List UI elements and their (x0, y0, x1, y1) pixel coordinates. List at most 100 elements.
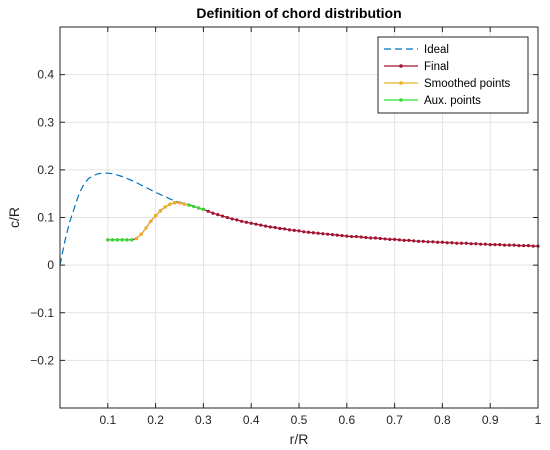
data-point (450, 241, 454, 245)
data-point (369, 236, 373, 240)
data-point (268, 225, 272, 229)
y-tick-label: −0.1 (30, 306, 54, 320)
data-point (383, 237, 387, 241)
data-point (173, 201, 177, 205)
data-point (459, 241, 464, 245)
data-point (311, 231, 315, 235)
data-point (349, 234, 354, 239)
data-point (201, 207, 205, 212)
data-point (225, 215, 229, 220)
data-point (302, 230, 306, 234)
data-point (364, 235, 368, 240)
data-point (474, 242, 478, 246)
data-point (335, 233, 339, 237)
data-point (483, 242, 488, 246)
x-tick-label: 0.4 (243, 413, 260, 427)
y-axis-label: c/R (6, 207, 22, 228)
x-tick-label: 0.2 (147, 413, 164, 427)
data-point (502, 243, 507, 247)
data-point (134, 236, 139, 241)
x-tick-label: 0.7 (386, 413, 403, 427)
series-line-aux-points (188, 204, 204, 210)
x-tick-label: 0.1 (99, 413, 116, 427)
data-point (168, 202, 172, 206)
data-point (412, 239, 416, 243)
data-point (235, 218, 239, 222)
x-tick-label: 0.3 (195, 413, 212, 427)
x-tick-label: 1 (535, 413, 542, 427)
data-point (106, 238, 110, 242)
data-point (321, 232, 325, 236)
data-point (340, 233, 344, 238)
data-point (436, 240, 440, 244)
data-point (426, 240, 430, 244)
data-point (292, 228, 296, 232)
data-point (115, 238, 119, 242)
data-point (254, 222, 258, 226)
data-point (158, 209, 162, 213)
y-tick-label: −0.2 (30, 353, 54, 367)
data-point (244, 220, 249, 224)
x-tick-label: 0.9 (482, 413, 499, 427)
data-point (440, 240, 444, 244)
x-axis-label: r/R (290, 431, 309, 447)
legend-marker (399, 98, 403, 102)
data-point (512, 243, 516, 247)
data-point (149, 219, 153, 223)
data-point (154, 213, 158, 218)
data-point (416, 239, 421, 243)
y-tick-label: 0.2 (37, 163, 54, 177)
data-point (259, 223, 263, 227)
legend: Ideal Final Smoothed points Aux. points (377, 36, 529, 114)
data-point (359, 235, 363, 239)
tick-marks (60, 27, 539, 408)
data-point (402, 238, 406, 242)
legend-label: Final (424, 61, 449, 73)
data-point (373, 236, 378, 240)
data-point (522, 243, 526, 248)
data-point (526, 243, 531, 248)
legend-label: Ideal (424, 44, 449, 56)
data-point (393, 237, 397, 242)
data-point (493, 243, 497, 247)
data-point (378, 236, 382, 241)
data-point (192, 204, 196, 209)
data-point (182, 202, 186, 206)
data-point (388, 237, 392, 242)
data-point (330, 233, 335, 237)
data-point (187, 203, 191, 207)
data-point (139, 232, 143, 236)
data-point (306, 230, 311, 234)
legend-label: Smoothed points (424, 78, 511, 90)
data-point (206, 209, 210, 213)
y-tick-labels: −0.2 −0.1 0 0.1 0.2 0.3 0.4 (30, 68, 54, 368)
data-point (498, 243, 502, 247)
data-point (130, 238, 134, 242)
data-point (110, 238, 115, 242)
data-point (263, 224, 268, 228)
x-tick-label: 0.6 (338, 413, 355, 427)
data-point (316, 231, 320, 235)
data-point (120, 238, 124, 242)
data-point (531, 244, 535, 248)
chart-title: Definition of chord distribution (196, 5, 401, 21)
legend-label: Aux. points (424, 95, 481, 107)
data-point (273, 225, 277, 230)
data-point (455, 241, 459, 245)
x-tick-label: 0.8 (434, 413, 451, 427)
data-point (230, 217, 234, 221)
data-point (354, 234, 358, 239)
data-point (397, 238, 401, 242)
data-point (163, 205, 167, 209)
data-point (297, 229, 301, 233)
data-point (240, 219, 244, 223)
legend-marker (399, 64, 403, 68)
data-point (287, 228, 292, 232)
data-point (464, 241, 468, 245)
data-point (144, 226, 148, 230)
series-layer (59, 172, 540, 266)
y-tick-label: 0.3 (37, 115, 54, 129)
data-point (469, 242, 473, 246)
data-point (507, 243, 511, 247)
